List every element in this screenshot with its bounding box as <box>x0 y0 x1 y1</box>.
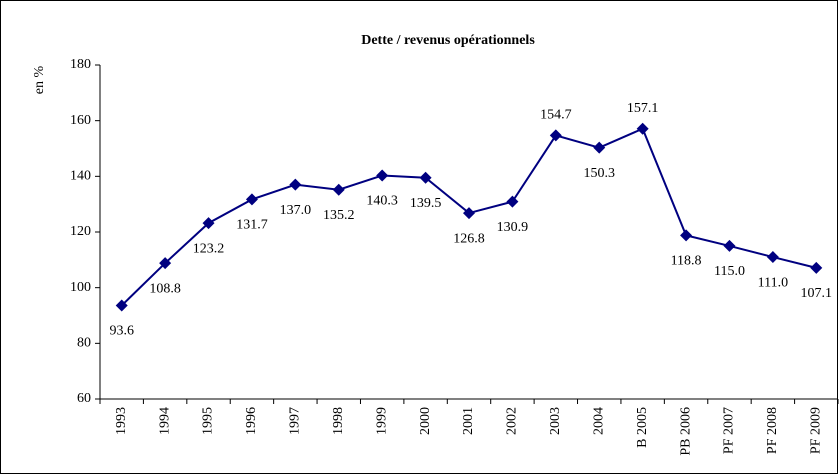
chart-title: Dette / revenus opérationnels <box>361 33 535 48</box>
data-label: 131.7 <box>236 218 268 233</box>
data-point <box>332 183 345 196</box>
y-tick-label: 60 <box>77 391 91 406</box>
x-tick-label: 1993 <box>114 407 129 435</box>
x-tick-label: 2001 <box>461 407 476 435</box>
y-tick-label: 180 <box>70 57 91 72</box>
data-label: 150.3 <box>583 166 615 181</box>
data-label: 154.7 <box>540 108 572 123</box>
data-label: 130.9 <box>497 220 529 235</box>
x-tick-label: 1997 <box>288 407 303 435</box>
data-point <box>159 257 172 270</box>
x-tick-label: 2003 <box>548 407 563 435</box>
x-tick-label: 1999 <box>374 407 389 435</box>
data-label: 123.2 <box>193 241 225 256</box>
data-point <box>549 129 562 142</box>
x-tick-label: PF 2007 <box>722 407 737 454</box>
y-tick-label: 140 <box>70 169 91 184</box>
data-point <box>723 239 736 252</box>
x-tick-label: 1996 <box>244 407 259 435</box>
data-point <box>419 171 432 184</box>
y-tick-label: 160 <box>70 113 91 128</box>
data-point <box>810 261 823 274</box>
data-point <box>463 207 475 220</box>
y-tick-label: 120 <box>70 224 91 239</box>
data-label: 107.1 <box>801 286 833 301</box>
data-point <box>506 195 519 208</box>
y-axis-label: en % <box>32 65 47 94</box>
data-point <box>202 217 215 230</box>
data-point <box>766 251 779 264</box>
data-label: 137.0 <box>280 203 312 218</box>
data-label: 140.3 <box>366 194 398 209</box>
x-tick-label: PF 2008 <box>765 407 780 454</box>
data-label: 118.8 <box>671 254 702 269</box>
x-tick-label: 2004 <box>591 407 606 435</box>
data-label: 93.6 <box>109 324 134 339</box>
data-point <box>115 299 128 312</box>
data-label: 115.0 <box>714 264 745 279</box>
data-label: 135.2 <box>323 208 355 223</box>
data-label: 111.0 <box>758 275 788 290</box>
data-label: 139.5 <box>410 196 442 211</box>
x-tick-label: 2000 <box>418 407 433 435</box>
data-point <box>245 193 258 206</box>
x-tick-label: 1995 <box>201 407 216 435</box>
x-tick-label: 1994 <box>157 407 172 435</box>
x-tick-label: PF 2009 <box>809 407 824 454</box>
x-tick-label: 2002 <box>505 407 520 435</box>
data-label: 157.1 <box>627 101 659 116</box>
x-tick-label: PB 2006 <box>678 407 693 456</box>
x-tick-label: 1998 <box>331 407 346 435</box>
data-label: 108.8 <box>149 281 181 296</box>
data-point <box>376 169 389 182</box>
x-tick-label: B 2005 <box>635 407 650 448</box>
data-point <box>289 178 302 191</box>
data-label: 126.8 <box>453 231 485 246</box>
data-point <box>680 229 693 242</box>
y-tick-label: 100 <box>70 280 91 295</box>
y-tick-label: 80 <box>77 336 91 351</box>
data-point <box>636 122 649 135</box>
data-point <box>593 141 606 154</box>
